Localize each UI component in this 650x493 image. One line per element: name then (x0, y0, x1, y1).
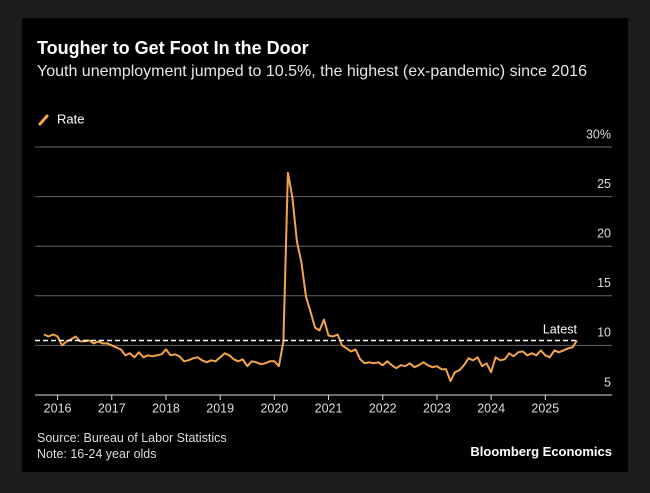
x-tick-label: 2018 (152, 401, 180, 415)
x-tick-label: 2024 (477, 401, 505, 415)
chart-title: Tougher to Get Foot In the Door (37, 38, 309, 58)
x-tick-label: 2020 (260, 401, 288, 415)
x-tick-label: 2022 (369, 401, 397, 415)
y-tick-label: 30% (586, 127, 611, 141)
brand: Bloomberg Economics (470, 444, 612, 459)
y-tick-label: 20 (597, 226, 611, 240)
source: Source: Bureau of Labor Statistics (37, 431, 227, 445)
chart-subtitle: Youth unemployment jumped to 10.5%, the … (37, 63, 587, 80)
legend-swatch (38, 114, 49, 126)
x-tick-label: 2025 (531, 401, 559, 415)
y-tick-label: 10 (597, 326, 611, 340)
x-tick-label: 2017 (98, 401, 126, 415)
y-tick-label: 5 (604, 375, 611, 389)
x-tick-label: 2019 (206, 401, 234, 415)
reference-label: Latest (543, 323, 578, 337)
note: Note: 16-24 year olds (37, 447, 157, 461)
x-tick-label: 2021 (315, 401, 343, 415)
legend-label: Rate (57, 111, 84, 126)
x-tick-label: 2023 (423, 401, 451, 415)
panel: Tougher to Get Foot In the Door Youth un… (22, 18, 628, 472)
line-series (43, 171, 578, 383)
y-tick-label: 15 (597, 276, 611, 290)
x-tick-label: 2016 (44, 401, 72, 415)
y-tick-label: 25 (597, 177, 611, 191)
